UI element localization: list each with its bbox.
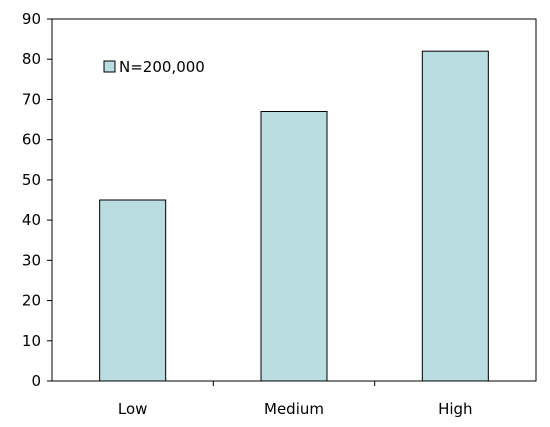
bar-series bbox=[99, 50, 489, 382]
legend-label: N=200,000 bbox=[119, 58, 205, 76]
y-tick-label: 90 bbox=[22, 10, 41, 28]
legend-swatch bbox=[103, 60, 116, 73]
y-tick-label: 30 bbox=[22, 251, 41, 269]
y-tick-label: 50 bbox=[22, 171, 41, 189]
x-tick-label: Low bbox=[118, 400, 148, 418]
x-tick-label: Medium bbox=[264, 400, 324, 418]
bar-medium bbox=[260, 111, 328, 382]
y-tick-label: 20 bbox=[22, 292, 41, 310]
y-tick-label: 70 bbox=[22, 90, 41, 108]
y-axis-ticks: 0 10 20 30 40 50 60 70 80 90 bbox=[22, 10, 52, 390]
x-tick-label: High bbox=[438, 400, 472, 418]
y-tick-label: 10 bbox=[22, 332, 41, 350]
y-tick-label: 40 bbox=[22, 211, 41, 229]
y-tick-label: 0 bbox=[31, 372, 41, 390]
y-tick-label: 60 bbox=[22, 131, 41, 149]
bar-high bbox=[421, 50, 489, 382]
legend: N=200,000 bbox=[103, 58, 205, 76]
x-axis-ticks: Low Medium High bbox=[118, 381, 473, 418]
bar-low bbox=[99, 199, 167, 382]
y-tick-label: 80 bbox=[22, 50, 41, 68]
